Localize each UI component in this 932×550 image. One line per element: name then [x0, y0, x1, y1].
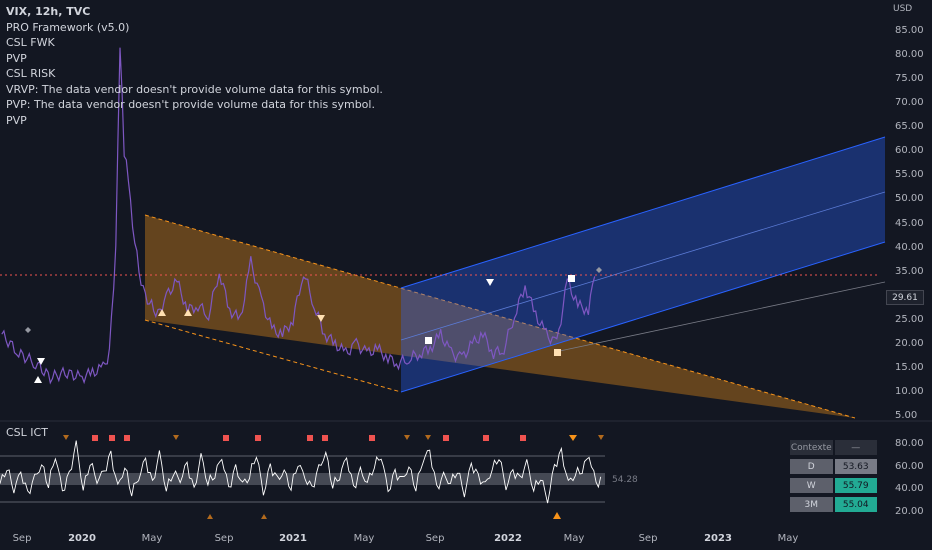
context-row: 3M 55.04 — [789, 496, 878, 513]
up-triangle-marker — [184, 309, 192, 316]
oscillator-tick-label: 40.00 — [895, 483, 924, 495]
context-table-header: Contexte — — [789, 439, 878, 456]
diamond-marker — [25, 327, 31, 333]
time-tick-label: Sep — [425, 533, 445, 544]
time-tick-label: Sep — [214, 533, 234, 544]
down-triangle-marker — [317, 315, 325, 322]
square-marker — [554, 349, 561, 356]
time-tick-label: Sep — [12, 533, 32, 544]
context-value: 53.63 — [833, 458, 878, 475]
context-key: 3M — [789, 496, 834, 513]
indicator-label[interactable]: PRO Framework (v5.0) — [6, 20, 130, 34]
time-tick-label: May — [353, 533, 375, 544]
context-header-value: — — [833, 439, 878, 456]
price-tick-label: 25.00 — [895, 313, 924, 325]
ascending-channel-bottom — [400, 241, 886, 393]
price-tick-label: 70.00 — [895, 97, 924, 109]
square-marker — [568, 275, 575, 282]
currency-label: USD — [893, 4, 913, 14]
ascending-channel-top — [400, 136, 886, 289]
price-tick-label: 45.00 — [895, 217, 924, 229]
time-tick-label: Sep — [638, 533, 658, 544]
time-tick-label: 2022 — [494, 533, 522, 544]
oscillator-line — [0, 440, 602, 504]
price-tick-label: 40.00 — [895, 241, 924, 253]
trend-line — [554, 281, 886, 353]
price-tick-label: 80.00 — [895, 49, 924, 61]
oscillator-tick-label: 60.00 — [895, 460, 924, 472]
indicator-label[interactable]: VRVP: The data vendor doesn't provide vo… — [6, 82, 383, 96]
ascending-channel-mid — [400, 191, 886, 341]
diamond-marker — [596, 267, 602, 273]
current-price-label: 29.61 — [886, 290, 924, 305]
up-triangle-marker — [158, 309, 166, 316]
context-table: Contexte — D 53.63 W 55.79 3M 55.04 — [789, 439, 878, 515]
time-tick-label: 2020 — [68, 533, 96, 544]
ascending-channel — [401, 137, 885, 392]
osc-markers — [63, 435, 604, 519]
symbol-title[interactable]: VIX, 12h, TVC — [6, 5, 91, 18]
price-line — [1, 47, 596, 385]
square-marker — [425, 337, 432, 344]
context-value: 55.79 — [833, 477, 878, 494]
price-tick-label: 85.00 — [895, 25, 924, 36]
context-row: D 53.63 — [789, 458, 878, 475]
price-markers — [25, 267, 602, 383]
price-tick-label: 65.00 — [895, 121, 924, 133]
down-triangle-marker — [486, 279, 494, 286]
price-tick-label: 10.00 — [895, 385, 924, 397]
indicator-label[interactable]: CSL RISK — [6, 67, 56, 80]
descending-channel-bottom-edge — [144, 319, 402, 393]
legend: VIX, 12h, TVC PRO Framework (v5.0) CSL F… — [6, 4, 383, 128]
price-tick-label: 5.00 — [895, 410, 918, 421]
indicator-label[interactable]: CSL FWK — [6, 36, 55, 49]
context-key: D — [789, 458, 834, 475]
up-triangle-marker — [34, 376, 42, 383]
price-tick-label: 20.00 — [895, 337, 924, 349]
oscillator-title[interactable]: CSL ICT — [6, 426, 48, 439]
indicator-label[interactable]: PVP — [6, 113, 27, 127]
price-tick-label: 55.00 — [895, 169, 924, 181]
time-tick-label: 2023 — [704, 533, 732, 544]
price-tick-label: 15.00 — [895, 361, 924, 373]
time-tick-label: 2021 — [279, 533, 307, 544]
oscillator-tick-label: 80.00 — [895, 438, 924, 449]
context-header-label: Contexte — [789, 439, 834, 456]
indicator-label[interactable]: PVP — [6, 51, 27, 65]
context-value: 55.04 — [833, 496, 878, 513]
price-tick-label: 75.00 — [895, 73, 924, 85]
oscillator-level-label: 54.28 — [612, 475, 638, 485]
price-tick-label: 50.00 — [895, 193, 924, 205]
price-tick-label: 60.00 — [895, 145, 924, 157]
context-row: W 55.79 — [789, 477, 878, 494]
context-key: W — [789, 477, 834, 494]
time-tick-label: May — [777, 533, 799, 544]
oscillator-tick-label: 20.00 — [895, 506, 924, 517]
time-tick-label: May — [563, 533, 585, 544]
down-triangle-marker — [37, 358, 45, 365]
price-tick-label: 35.00 — [895, 265, 924, 277]
indicator-label[interactable]: PVP: The data vendor doesn't provide vol… — [6, 98, 375, 111]
time-tick-label: May — [141, 533, 163, 544]
